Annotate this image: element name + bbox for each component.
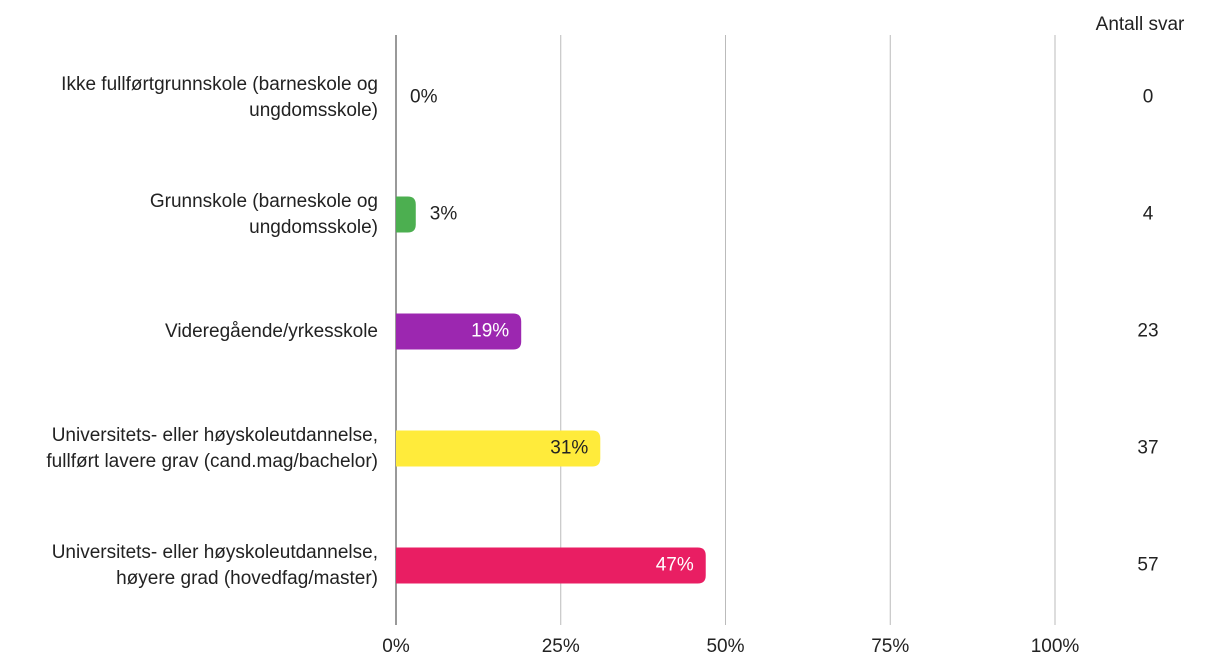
count-label: 57 xyxy=(1137,555,1158,576)
value-label: 3% xyxy=(430,204,458,225)
category-label: Ikke fullførtgrunnskole (barneskole og u… xyxy=(61,73,378,121)
x-tick-label: 75% xyxy=(871,636,909,657)
bar xyxy=(396,313,522,350)
x-tick-label: 25% xyxy=(542,636,580,657)
value-label: 47% xyxy=(656,555,694,576)
x-tick-label: 100% xyxy=(1031,636,1080,657)
count-header: Antall svar xyxy=(1096,14,1185,35)
category-label: Universitets- eller høyskoleutdannelse, … xyxy=(46,424,378,472)
bar xyxy=(396,547,706,584)
count-label: 0 xyxy=(1143,87,1154,108)
count-label: 37 xyxy=(1137,438,1158,459)
count-label: 23 xyxy=(1137,321,1158,342)
category-label: Universitets- eller høyskoleutdannelse, … xyxy=(51,541,378,589)
x-tick-label: 0% xyxy=(382,636,410,657)
x-tick-label: 50% xyxy=(706,636,744,657)
value-label: 19% xyxy=(471,321,509,342)
bar xyxy=(396,196,416,233)
category-label: Videregående/yrkesskole xyxy=(164,320,378,342)
category-label: Grunnskole (barneskole og ungdomsskole) xyxy=(149,190,378,238)
count-label: 4 xyxy=(1143,204,1154,225)
bar xyxy=(396,430,601,467)
value-label: 31% xyxy=(550,438,588,459)
value-label: 0% xyxy=(410,87,438,108)
